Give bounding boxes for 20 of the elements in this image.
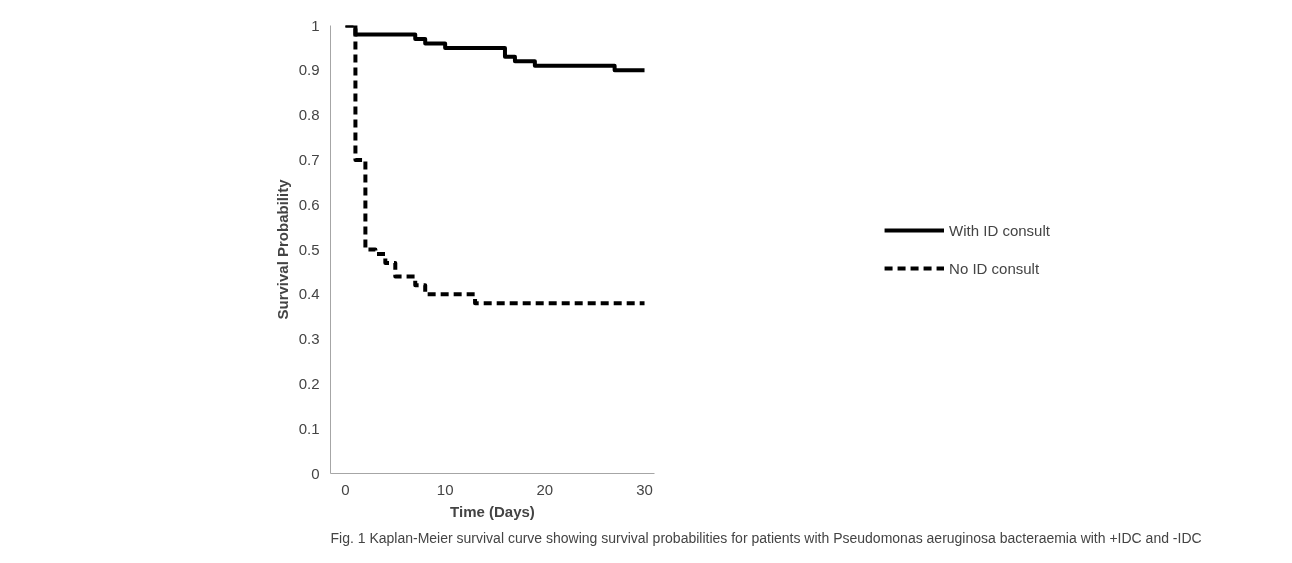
caption: Fig. 1 Kaplan-Meier survival curve showing survival probabilities for patients with Pseudomonas aeruginosa bacteraemia with +IDC and -IDC (330, 529, 1202, 546)
y-tick-label: 0.8 (298, 106, 320, 124)
y-tick-label: 0.3 (298, 330, 320, 348)
x-tick-label: 0 (341, 480, 350, 498)
y-tick-label: 0.6 (298, 195, 320, 213)
x-axis-title: Time (Days) (450, 502, 535, 520)
y-tick-label: 0 (311, 464, 320, 482)
legend-label: No ID consult (949, 259, 1040, 277)
y-tick-label: 0.5 (298, 240, 320, 258)
y-tick-label: 0.1 (298, 419, 320, 437)
y-tick-label: 1 (311, 16, 320, 34)
legend-label: With ID consult (949, 221, 1050, 239)
y-tick-label: 0.9 (298, 61, 320, 79)
y-tick-label: 0.4 (298, 285, 320, 303)
y-tick-label: 0.7 (298, 150, 320, 168)
x-tick-label: 10 (436, 480, 454, 498)
y-axis-title: Survival Probability (273, 178, 291, 320)
y-tick-label: 0.2 (298, 374, 320, 392)
x-tick-label: 30 (636, 480, 653, 498)
x-tick-label: 20 (536, 480, 554, 498)
